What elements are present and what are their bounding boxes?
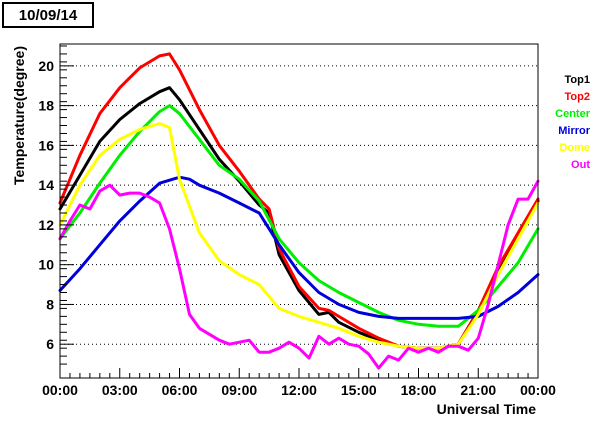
legend-entry-top1: Top1 — [565, 74, 590, 86]
legend: Top1 Top2 Center Mirror Dome Out — [555, 74, 591, 171]
y-tick-label: 20 — [38, 58, 54, 74]
x-tick-label: 00:00 — [42, 382, 78, 398]
x-tick-label: 06:00 — [162, 382, 198, 398]
x-tick-label: 00:00 — [520, 382, 556, 398]
x-tick-label: 12:00 — [281, 382, 317, 398]
y-tick-label: 6 — [46, 336, 54, 352]
y-axis-title: Temperature(degree) — [11, 46, 27, 185]
y-tick-label: 12 — [38, 217, 54, 233]
y-tick-label: 8 — [46, 296, 54, 312]
x-tick-label: 18:00 — [401, 382, 437, 398]
legend-entry-top2: Top2 — [565, 91, 590, 103]
y-tick-labels: 6 8 10 12 14 16 18 20 — [38, 58, 54, 352]
legend-entry-center: Center — [555, 108, 591, 120]
plot-background — [60, 44, 538, 378]
y-tick-label: 14 — [38, 177, 54, 193]
x-tick-label: 03:00 — [102, 382, 138, 398]
y-tick-label: 16 — [38, 137, 54, 153]
x-axis-title: Universal Time — [437, 401, 537, 417]
y-tick-label: 10 — [38, 257, 54, 273]
series-lines — [58, 52, 540, 370]
legend-entry-dome: Dome — [559, 142, 590, 154]
legend-entry-mirror: Mirror — [558, 125, 591, 137]
x-tick-labels: 00:00 03:00 06:00 09:00 12:00 15:00 18:00 21:00… — [42, 382, 556, 398]
axis-ticks — [59, 45, 539, 378]
x-tick-label: 09:00 — [221, 382, 257, 398]
chart-title: 10/09/14 — [2, 2, 94, 28]
x-tick-label: 15:00 — [341, 382, 377, 398]
y-tick-label: 18 — [38, 98, 54, 114]
legend-entry-out: Out — [571, 159, 590, 171]
series-line-out — [58, 179, 540, 370]
x-tick-label: 21:00 — [460, 382, 496, 398]
series-line-mirror — [58, 175, 540, 320]
